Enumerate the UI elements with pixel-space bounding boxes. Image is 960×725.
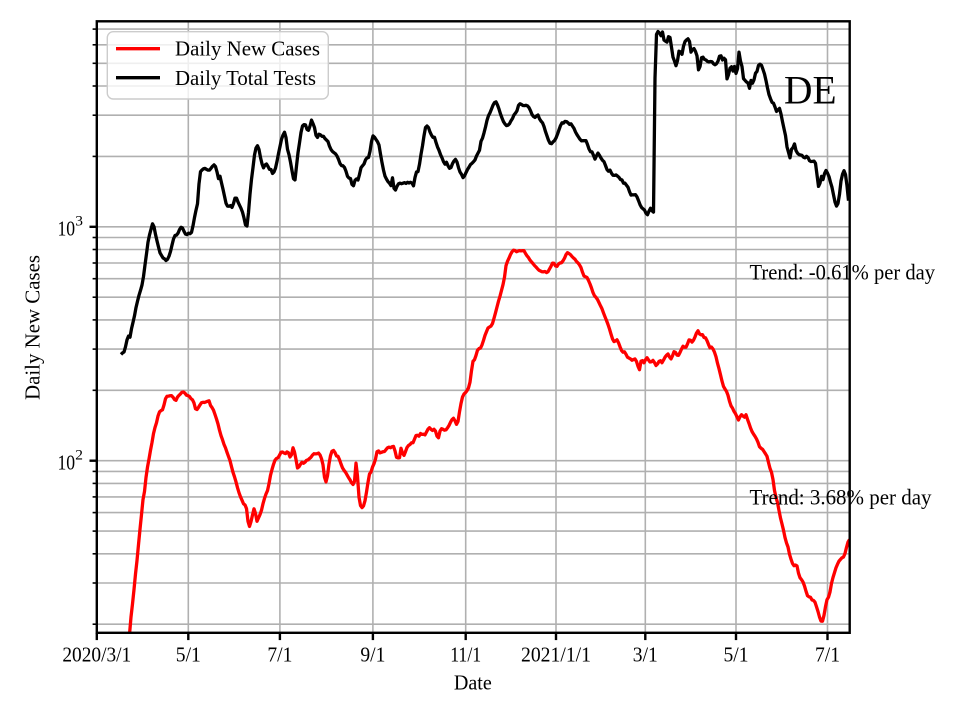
svg-text:Date: Date (454, 671, 492, 695)
svg-text:Trend: 3.68% per day: Trend: 3.68% per day (750, 484, 933, 509)
svg-text:10: 10 (58, 450, 76, 474)
svg-text:5/1: 5/1 (724, 643, 749, 667)
svg-text:11/1: 11/1 (450, 643, 481, 667)
svg-text:5/1: 5/1 (176, 643, 201, 667)
svg-text:2021/1/1: 2021/1/1 (521, 643, 591, 667)
svg-text:3/1: 3/1 (633, 643, 658, 667)
svg-text:2020/3/1: 2020/3/1 (62, 643, 131, 667)
svg-text:DE: DE (784, 68, 837, 113)
svg-text:2: 2 (75, 447, 83, 463)
svg-text:10: 10 (58, 217, 76, 241)
svg-text:7/1: 7/1 (267, 643, 292, 667)
svg-text:Daily New Cases: Daily New Cases (175, 37, 320, 61)
svg-text:Daily Total Tests: Daily Total Tests (175, 66, 316, 90)
svg-text:Daily New Cases: Daily New Cases (21, 255, 45, 400)
svg-text:Trend: -0.61% per day: Trend: -0.61% per day (750, 259, 936, 284)
svg-text:3: 3 (75, 213, 83, 229)
svg-text:7/1: 7/1 (815, 643, 840, 667)
svg-text:9/1: 9/1 (360, 643, 385, 667)
